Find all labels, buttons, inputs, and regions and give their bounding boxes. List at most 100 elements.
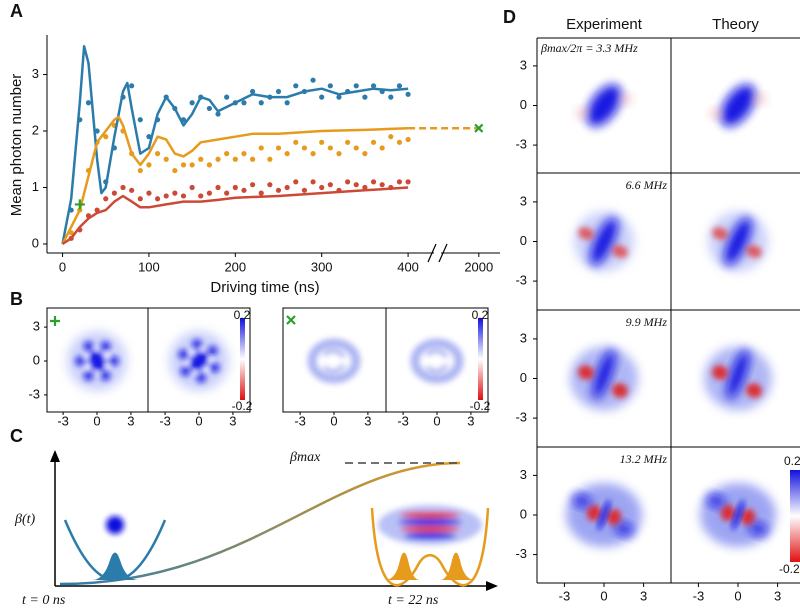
ramp-curve bbox=[59, 461, 461, 586]
y-tick-label: -3 bbox=[28, 386, 40, 401]
x-tick-label: 100 bbox=[138, 259, 160, 274]
panel-label: B bbox=[10, 289, 23, 309]
theory-line bbox=[61, 45, 409, 245]
data-point bbox=[267, 182, 273, 188]
x-tick-label: 300 bbox=[311, 259, 333, 274]
y-tick-label: 3 bbox=[520, 467, 527, 482]
row-label: 13.2 MHz bbox=[620, 452, 668, 466]
data-point bbox=[310, 77, 316, 83]
data-point bbox=[249, 88, 256, 95]
data-point bbox=[370, 139, 377, 145]
marker-plus bbox=[74, 199, 85, 210]
y-tick-label: 3 bbox=[520, 330, 527, 345]
x-tick-label: -3 bbox=[559, 588, 571, 603]
x-tick-label: 3 bbox=[774, 588, 781, 603]
data-point bbox=[275, 88, 282, 95]
time-label: t = 0 ns bbox=[22, 593, 66, 608]
wigner-feature bbox=[104, 351, 111, 358]
x-tick-label: 3 bbox=[467, 413, 474, 428]
data-point bbox=[215, 156, 221, 162]
axis-break bbox=[427, 243, 448, 263]
wigner-feature bbox=[720, 505, 736, 521]
x-tick-label: 200 bbox=[224, 259, 246, 274]
data-point bbox=[336, 94, 342, 100]
wigner-feature bbox=[83, 341, 94, 352]
colorbar-label: 0.2 bbox=[234, 308, 251, 322]
data-point bbox=[405, 179, 411, 185]
wigner-feature bbox=[740, 509, 756, 525]
wigner-feature bbox=[83, 352, 90, 359]
wigner-feature bbox=[726, 349, 750, 400]
y-tick-label: -3 bbox=[515, 137, 527, 152]
y-tick-label: 2 bbox=[32, 122, 39, 137]
data-point bbox=[293, 83, 299, 89]
theory-line bbox=[61, 186, 409, 246]
x-tick-label: 3 bbox=[640, 588, 647, 603]
wigner-feature bbox=[190, 351, 208, 371]
panel-a: 0 1 2 3 0 100 200 300 400 2000 Driving time (ns) Me… bbox=[8, 35, 500, 296]
potential bbox=[370, 507, 490, 587]
data-point bbox=[353, 145, 359, 151]
data-point bbox=[163, 156, 169, 162]
marker-plus bbox=[50, 316, 60, 326]
row-label: 9.9 MHz bbox=[626, 315, 668, 329]
marker-cross bbox=[286, 315, 296, 325]
data-point bbox=[370, 83, 377, 89]
y-tick-label: 1 bbox=[32, 179, 39, 194]
wigner-feature bbox=[706, 494, 726, 508]
data-point bbox=[258, 145, 264, 151]
panel-label: C bbox=[10, 426, 23, 446]
column-header: Theory bbox=[712, 16, 759, 33]
data-point bbox=[379, 182, 385, 188]
data-point bbox=[137, 167, 143, 174]
data-point bbox=[345, 179, 351, 185]
row-label: βmax/2π = 3.3 MHz bbox=[540, 41, 638, 55]
data-point bbox=[310, 151, 316, 157]
panel-label: A bbox=[10, 1, 23, 21]
data-point bbox=[319, 94, 325, 100]
wigner-feature bbox=[606, 509, 622, 525]
data-point bbox=[370, 179, 377, 185]
data-point bbox=[189, 184, 195, 191]
y-tick-label: 0 bbox=[520, 97, 527, 112]
x-tick-label: -3 bbox=[693, 588, 705, 603]
wigner-feature bbox=[191, 369, 198, 376]
y-tick-label: -3 bbox=[515, 410, 527, 425]
wigner-feature bbox=[746, 383, 762, 398]
wigner-feature bbox=[100, 341, 111, 352]
x-tick-label: -3 bbox=[57, 413, 69, 428]
x-tick-label: -3 bbox=[159, 413, 171, 428]
data-point bbox=[284, 151, 290, 157]
data-point bbox=[284, 100, 290, 106]
data-point bbox=[310, 179, 316, 185]
colorbar-label: 0.2 bbox=[784, 454, 800, 468]
data-point bbox=[232, 184, 238, 191]
wigner-feature bbox=[754, 94, 766, 105]
data-point bbox=[396, 83, 403, 89]
data-point bbox=[215, 111, 221, 117]
time-label: t = 22 ns bbox=[388, 593, 439, 608]
data-point bbox=[319, 139, 325, 145]
colorbar-label: 0.2 bbox=[472, 308, 489, 322]
data-point bbox=[284, 184, 290, 191]
x-tick-label: 0 bbox=[433, 413, 440, 428]
wigner-feature bbox=[75, 356, 85, 366]
data-point bbox=[180, 162, 187, 168]
y-tick-label: 3 bbox=[32, 66, 39, 81]
wigner-feature bbox=[203, 367, 210, 374]
theory-line bbox=[61, 115, 409, 245]
x-tick-label: 0 bbox=[734, 588, 741, 603]
wigner-feature bbox=[207, 356, 214, 363]
colorbar bbox=[790, 470, 800, 562]
wigner-feature bbox=[180, 366, 191, 377]
data-point bbox=[362, 151, 368, 157]
arrow bbox=[486, 581, 498, 591]
data-point bbox=[258, 190, 264, 196]
wigner-feature bbox=[612, 245, 628, 258]
colorbar-label: -0.2 bbox=[232, 399, 253, 413]
wigner-feature bbox=[83, 364, 90, 371]
x-tick-label: -3 bbox=[397, 413, 409, 428]
wigner-feature bbox=[712, 365, 728, 380]
panel-d: Experiment Theory βmax/2π = 3.3 MHz 3 0 -3 6.6… bbox=[515, 16, 800, 603]
axis-label: β(t) bbox=[14, 512, 36, 527]
